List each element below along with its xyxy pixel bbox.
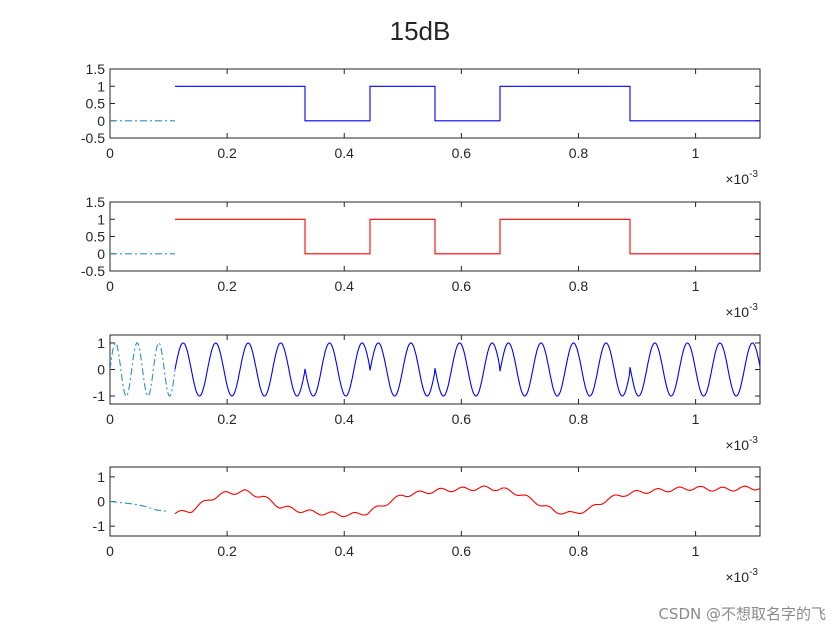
x-exponent-power: -3 bbox=[749, 435, 758, 446]
panel-1-bits-plot: 0 0.2 0.4 0.6 0.8 1-0.500.511.5×10-3 bbox=[81, 61, 761, 187]
x-exponent-base: ×10 bbox=[725, 437, 749, 453]
x-tick-label: 1 bbox=[692, 543, 700, 559]
y-tick-label: -1 bbox=[93, 388, 106, 404]
y-tick-label: 1 bbox=[97, 335, 105, 351]
x-tick-label: 1 bbox=[692, 145, 700, 161]
series-line-transient bbox=[110, 500, 169, 512]
panel-4-filtered-plot: 0 0.2 0.4 0.6 0.8 1-101×10-3 bbox=[93, 466, 761, 585]
x-tick-label: 0.4 bbox=[334, 278, 354, 294]
panel-2-demodulated-plot: 0 0.2 0.4 0.6 0.8 1-0.500.511.5×10-3 bbox=[81, 194, 761, 320]
y-tick-label: -0.5 bbox=[81, 130, 105, 146]
series-line-bits bbox=[175, 85, 760, 122]
panel-3-modulated-plot: 0 0.2 0.4 0.6 0.8 1-101×10-3 bbox=[93, 334, 761, 453]
y-tick-label: 1 bbox=[97, 211, 105, 227]
x-tick-label: 0.8 bbox=[569, 145, 589, 161]
x-tick-label: 0 bbox=[106, 411, 114, 427]
plot-area bbox=[110, 342, 760, 397]
y-tick-label: 1.5 bbox=[86, 194, 106, 210]
y-tick-label: 0 bbox=[97, 246, 105, 262]
series-line-BPSK-modulated bbox=[174, 342, 760, 397]
x-exponent-power: -3 bbox=[749, 302, 758, 313]
x-tick-label: 0.6 bbox=[452, 278, 472, 294]
x-exponent-base: ×10 bbox=[725, 569, 749, 585]
watermark: CSDN @不想取名字的飞 bbox=[658, 605, 826, 623]
x-tick-label: 0 bbox=[106, 145, 114, 161]
x-exponent-base: ×10 bbox=[725, 304, 749, 320]
series-line-transient bbox=[110, 342, 176, 397]
x-tick-label: 0.8 bbox=[569, 543, 589, 559]
series-line-filtered-output bbox=[174, 485, 760, 518]
x-exponent-base: ×10 bbox=[725, 171, 749, 187]
x-tick-label: 0.2 bbox=[217, 543, 237, 559]
series-line-demodulated-bits bbox=[175, 218, 760, 255]
plot-area bbox=[110, 485, 760, 518]
x-tick-label: 0.2 bbox=[217, 411, 237, 427]
x-exponent-label: ×10-3 bbox=[725, 302, 758, 320]
y-tick-label: 0 bbox=[97, 113, 105, 129]
x-exponent-label: ×10-3 bbox=[725, 567, 758, 585]
axes-box bbox=[109, 466, 761, 537]
x-tick-label: 0.2 bbox=[217, 278, 237, 294]
y-tick-label: 0.5 bbox=[86, 229, 106, 245]
x-tick-label: 0.6 bbox=[452, 411, 472, 427]
plot-area bbox=[110, 85, 760, 122]
x-tick-label: 0 bbox=[106, 543, 114, 559]
y-tick-label: 0 bbox=[97, 494, 105, 510]
x-tick-label: 0.4 bbox=[334, 543, 354, 559]
y-tick-label: 1 bbox=[97, 469, 105, 485]
x-tick-label: 1 bbox=[692, 411, 700, 427]
x-tick-label: 0.6 bbox=[452, 145, 472, 161]
y-tick-label: -0.5 bbox=[81, 263, 105, 279]
y-tick-label: 0.5 bbox=[86, 96, 106, 112]
y-tick-label: -1 bbox=[93, 518, 106, 534]
x-tick-label: 0.8 bbox=[569, 411, 589, 427]
x-exponent-power: -3 bbox=[749, 169, 758, 180]
plot-area bbox=[110, 218, 760, 255]
x-tick-label: 0.4 bbox=[334, 411, 354, 427]
x-exponent-label: ×10-3 bbox=[725, 435, 758, 453]
x-tick-label: 1 bbox=[692, 278, 700, 294]
x-tick-label: 0.2 bbox=[217, 145, 237, 161]
x-exponent-label: ×10-3 bbox=[725, 169, 758, 187]
y-tick-label: 1.5 bbox=[86, 61, 106, 77]
figure-title: 15dB bbox=[390, 16, 451, 46]
x-tick-label: 0.4 bbox=[334, 145, 354, 161]
x-exponent-power: -3 bbox=[749, 567, 758, 578]
x-tick-label: 0 bbox=[106, 278, 114, 294]
x-tick-label: 0.6 bbox=[452, 543, 472, 559]
y-tick-label: 0 bbox=[97, 362, 105, 378]
x-tick-label: 0.8 bbox=[569, 278, 589, 294]
y-tick-label: 1 bbox=[97, 78, 105, 94]
